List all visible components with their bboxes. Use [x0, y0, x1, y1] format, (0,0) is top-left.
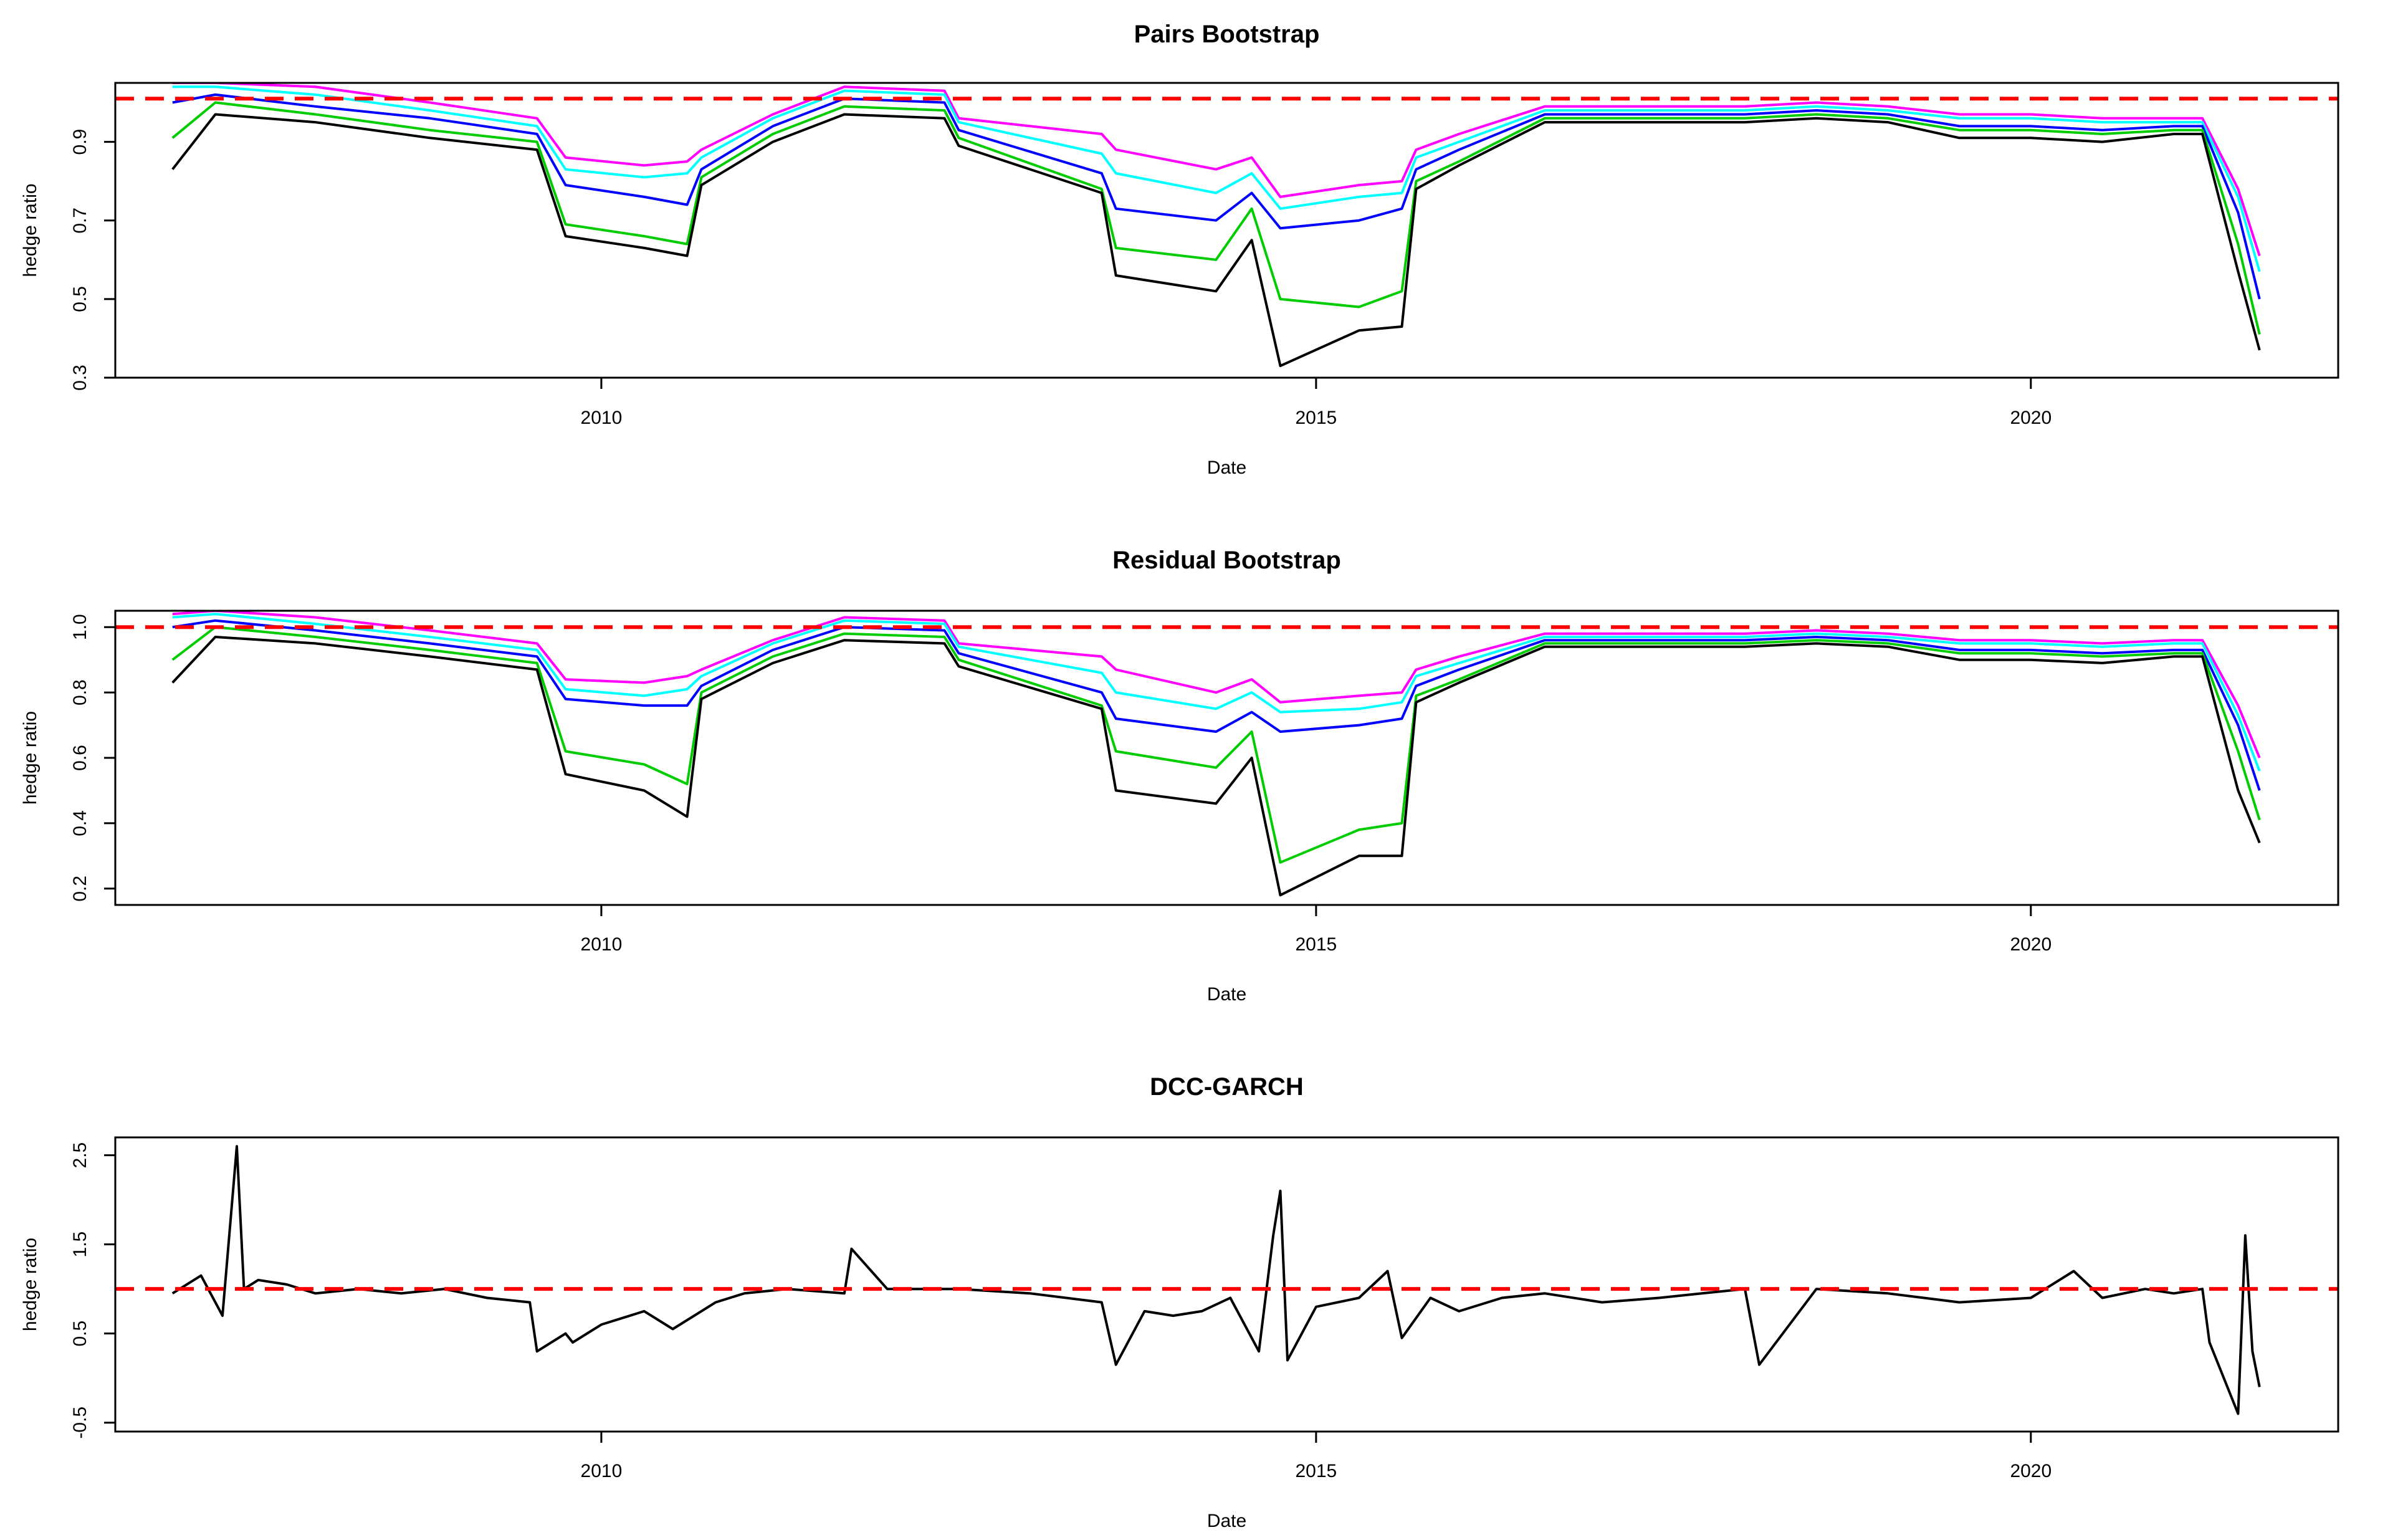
x-axis-label: Date: [1207, 1511, 1246, 1531]
plot-frame: [114, 82, 2339, 379]
series-line-4: [171, 636, 2261, 897]
x-tick-label: 2015: [1295, 1461, 1337, 1481]
series-line-4: [171, 113, 2261, 368]
y-tick-label: 0.8: [70, 679, 90, 705]
x-axis-label: Date: [1207, 984, 1246, 1005]
series-line-3: [171, 626, 2261, 864]
series-line-2: [172, 93, 2261, 300]
y-tick-label: 2.5: [70, 1142, 90, 1169]
series-line-0: [172, 83, 2261, 257]
series-line-0: [172, 611, 2261, 758]
x-tick-label: 2020: [2010, 1461, 2052, 1481]
y-axis-label: hedge ratio: [20, 183, 41, 277]
y-tick-label: -0.5: [70, 1407, 90, 1439]
x-tick-label: 2020: [2010, 934, 2052, 955]
x-tick-label: 2010: [581, 1461, 623, 1481]
x-tick-label: 2015: [1295, 934, 1337, 955]
panel-dcc-garch: DCC-GARCH 2010 2015 2020 -0.5 0.5 1.5 2.5 Date he…: [20, 1073, 2339, 1531]
y-tick-label: 1.0: [70, 614, 90, 640]
series-line-1: [172, 85, 2261, 272]
y-tick-label: 0.5: [70, 1321, 90, 1347]
y-tick-label: 0.9: [70, 129, 90, 155]
y-tick-label: 0.4: [70, 810, 90, 836]
x-tick-label: 2020: [2010, 408, 2052, 428]
y-tick-label: 1.5: [70, 1232, 90, 1258]
y-tick-label: 0.3: [70, 365, 90, 391]
series-line-2: [172, 619, 2261, 792]
x-axis-label: Date: [1207, 457, 1246, 478]
x-tick-label: 2015: [1295, 408, 1337, 428]
series-line-1: [172, 613, 2261, 772]
series-line-0: [171, 1145, 2261, 1415]
panel-residual-bootstrap: Residual Bootstrap 2010 2015 2020 0.2 0.4 0.6 0…: [20, 547, 2339, 1005]
x-tick-label: 2010: [581, 934, 623, 955]
series-line-3: [171, 101, 2261, 335]
y-tick-label: 0.5: [70, 286, 90, 312]
chart-title: Pairs Bootstrap: [1134, 21, 1320, 48]
y-axis-label: hedge ratio: [20, 711, 41, 805]
y-tick-label: 0.6: [70, 745, 90, 771]
panel-pairs-bootstrap: Pairs Bootstrap 2010 2015 2020 0.3 0.5 0.7 0.9 D…: [20, 21, 2339, 478]
plot-frame: [114, 1136, 2339, 1433]
y-tick-label: 0.2: [70, 876, 90, 902]
chart-title: Residual Bootstrap: [1112, 547, 1341, 574]
x-tick-label: 2010: [581, 408, 623, 428]
y-tick-label: 0.7: [70, 208, 90, 234]
y-axis-label: hedge ratio: [20, 1238, 41, 1331]
chart-title: DCC-GARCH: [1150, 1073, 1304, 1101]
